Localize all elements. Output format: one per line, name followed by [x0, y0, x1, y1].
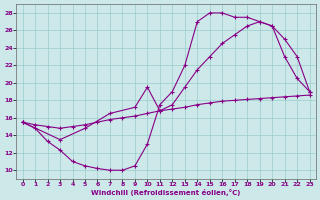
X-axis label: Windchill (Refroidissement éolien,°C): Windchill (Refroidissement éolien,°C) — [92, 189, 241, 196]
